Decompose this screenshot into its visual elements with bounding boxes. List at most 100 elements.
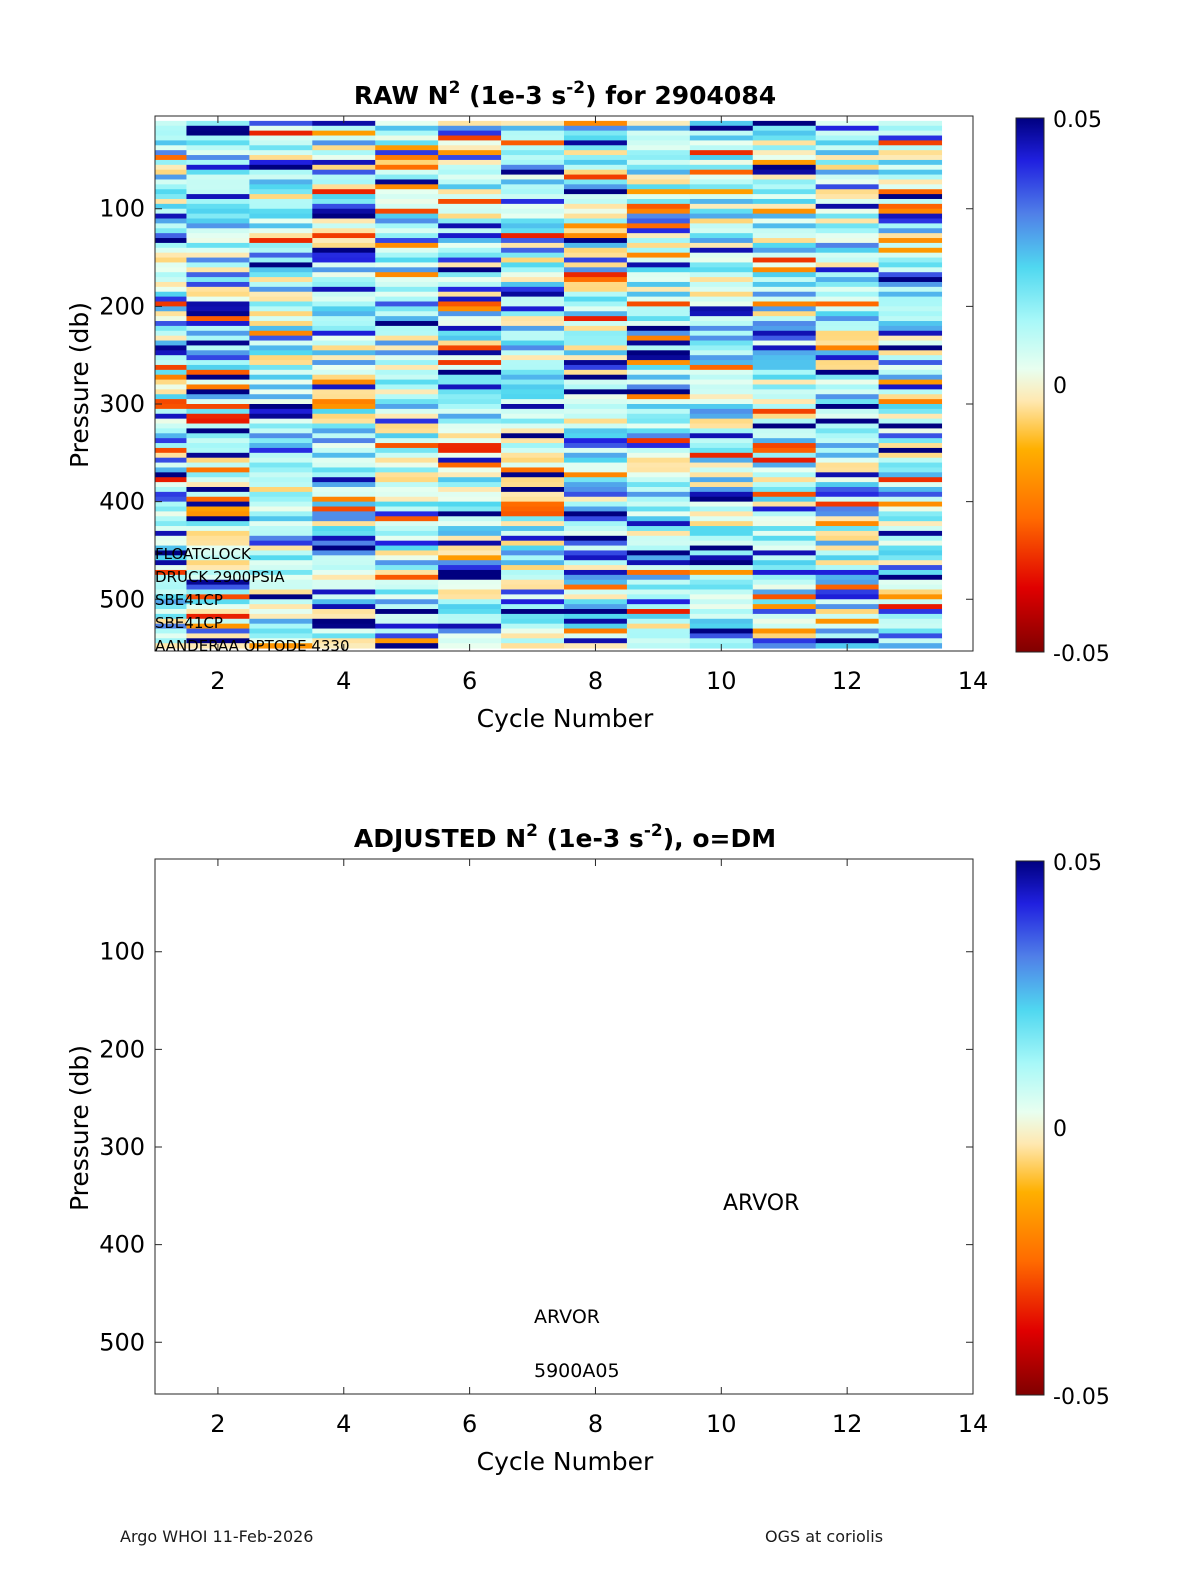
heatmap-cell (564, 164, 628, 171)
heatmap-cell (752, 257, 817, 263)
heatmap-cell (752, 447, 817, 454)
heatmap-cell (312, 589, 376, 595)
heatmap-cell (815, 535, 880, 542)
heatmap-cell (564, 584, 628, 590)
heatmap-cell (375, 413, 439, 420)
heatmap-cell (815, 277, 880, 283)
heatmap-cell (155, 496, 187, 503)
heatmap-cell (312, 335, 376, 342)
heatmap-cell (186, 184, 250, 190)
heatmap-cell (438, 389, 502, 395)
heatmap-cell (155, 218, 187, 224)
heatmap-cell (312, 189, 376, 195)
heatmap-cell (878, 589, 943, 595)
heatmap-cell (626, 159, 691, 166)
heatmap-cell (752, 472, 817, 478)
heatmap-cell (375, 399, 439, 405)
heatmap-cell (689, 516, 754, 522)
heatmap-cell (155, 408, 187, 415)
heatmap-cell (375, 428, 439, 434)
heatmap-cell (752, 194, 817, 200)
heatmap-cell (186, 433, 250, 439)
heatmap-cell (564, 277, 628, 283)
heatmap-cell (501, 428, 565, 434)
heatmap-cell (155, 345, 187, 351)
heatmap-cell (312, 599, 376, 605)
heatmap-cell (815, 374, 880, 381)
heatmap-cell (186, 609, 250, 615)
heatmap-cell (752, 496, 817, 503)
heatmap-cell (438, 179, 502, 185)
heatmap-cell (501, 364, 565, 371)
y-axis-label: Pressure (db) (65, 1045, 94, 1211)
heatmap-cell (501, 286, 565, 293)
heatmap-cell (878, 423, 943, 429)
heatmap-cell (815, 633, 880, 639)
heatmap-cell (312, 389, 376, 395)
heatmap-cell (815, 379, 880, 385)
heatmap-cell (501, 506, 565, 512)
heatmap-cell (186, 291, 250, 298)
heatmap-cell (878, 438, 943, 444)
heatmap-cell (564, 203, 628, 210)
heatmap-cell (626, 120, 691, 127)
heatmap-cell (815, 369, 880, 376)
heatmap-cell (249, 609, 313, 615)
heatmap-cell (564, 384, 628, 390)
heatmap-cell (501, 360, 565, 366)
heatmap-cell (249, 135, 313, 141)
heatmap-cell (155, 589, 187, 595)
heatmap-cell (626, 125, 691, 132)
heatmap-cell (249, 242, 313, 249)
heatmap-cell (752, 306, 817, 312)
heatmap-cell (815, 623, 880, 630)
heatmap-cell (438, 384, 502, 390)
heatmap-cell (155, 130, 187, 137)
heatmap-cell (626, 155, 691, 161)
heatmap-cell (564, 321, 628, 327)
heatmap-cell (626, 150, 691, 156)
heatmap-cell (878, 340, 943, 346)
heatmap-cell (501, 438, 565, 444)
heatmap-cell (186, 555, 250, 561)
heatmap-cell (155, 262, 187, 268)
heatmap-cell (626, 584, 691, 590)
heatmap-cell (752, 574, 817, 581)
heatmap-cell (626, 257, 691, 263)
heatmap-cell (375, 550, 439, 556)
heatmap-cell (752, 443, 817, 449)
heatmap-cell (375, 477, 439, 483)
heatmap-cell (438, 472, 502, 478)
heatmap-cell (186, 633, 250, 639)
heatmap-cell (689, 599, 754, 605)
heatmap-cell (249, 584, 313, 590)
heatmap-cell (501, 457, 565, 464)
heatmap-cell (564, 447, 628, 454)
heatmap-cell (564, 530, 628, 537)
heatmap-cell (438, 296, 502, 302)
heatmap-cell (501, 223, 565, 229)
heatmap-cell (878, 379, 943, 385)
heatmap-cell (249, 228, 313, 234)
heatmap-cell (155, 604, 187, 610)
heatmap-cell (375, 628, 439, 634)
heatmap-cell (375, 565, 439, 571)
heatmap-cell (501, 482, 565, 488)
heatmap-cell (249, 574, 313, 581)
heatmap-cell (438, 491, 502, 498)
heatmap-cell (815, 408, 880, 415)
heatmap-cell (249, 472, 313, 478)
heatmap-cell (564, 638, 628, 644)
heatmap-cell (752, 530, 817, 537)
heatmap-cell (878, 530, 943, 537)
heatmap-cell (186, 208, 250, 215)
heatmap-cell (501, 194, 565, 200)
heatmap-cell (249, 560, 313, 566)
heatmap-cell (564, 369, 628, 376)
heatmap-cell (375, 252, 439, 259)
heatmap-cell (249, 594, 313, 600)
heatmap-cell (249, 428, 313, 434)
heatmap-cell (878, 291, 943, 298)
heatmap-cell (878, 511, 943, 517)
heatmap-cell (249, 360, 313, 366)
